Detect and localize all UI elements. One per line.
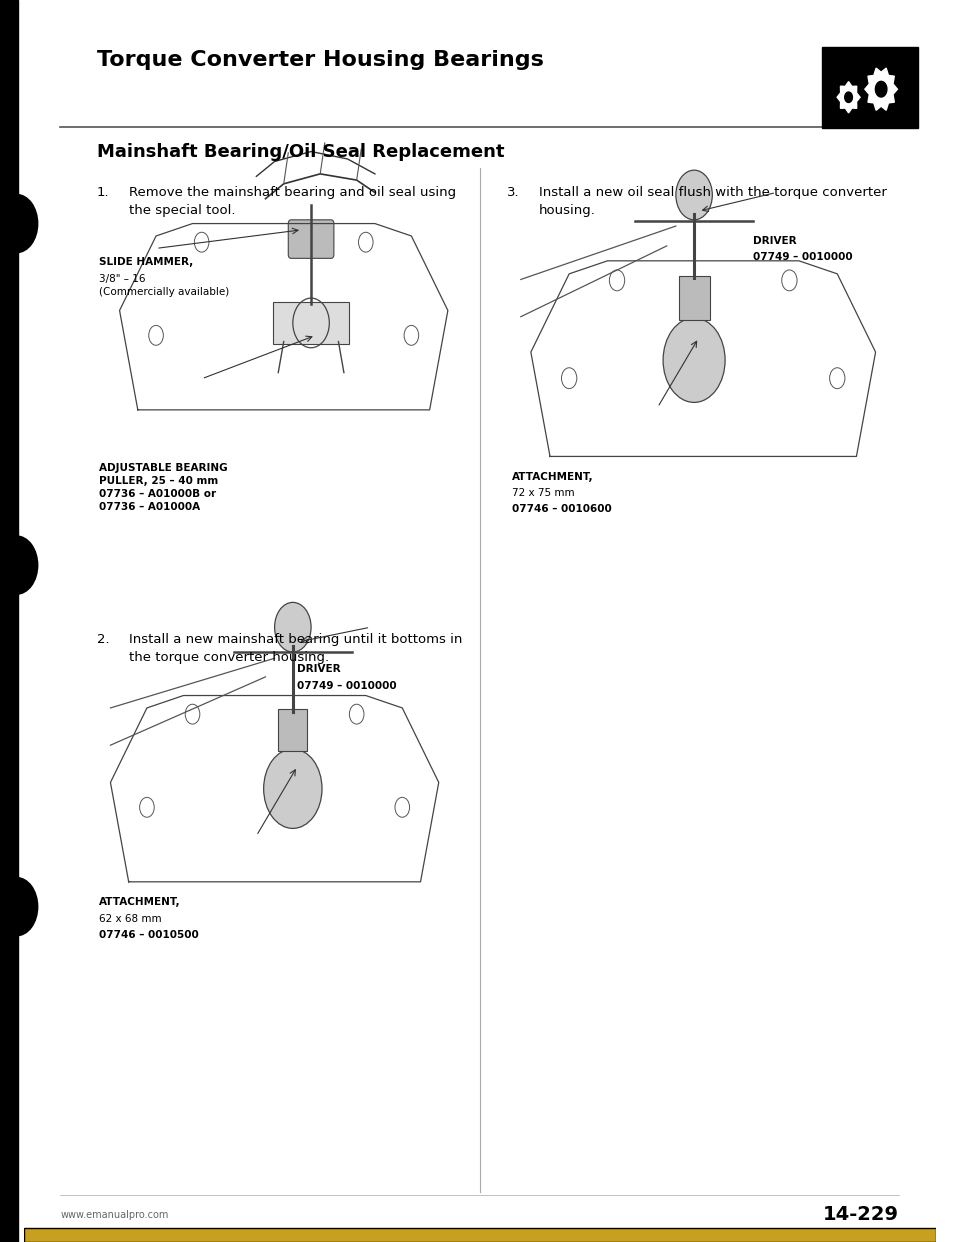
Text: 14-229: 14-229 bbox=[824, 1205, 900, 1225]
Text: 1.: 1. bbox=[97, 186, 109, 199]
Polygon shape bbox=[876, 82, 887, 97]
Text: 3/8" – 16
(Commercially available): 3/8" – 16 (Commercially available) bbox=[99, 274, 228, 297]
Text: Torque Converter Housing Bearings: Torque Converter Housing Bearings bbox=[97, 50, 543, 70]
Text: DRIVER: DRIVER bbox=[298, 664, 341, 674]
Text: DRIVER: DRIVER bbox=[754, 236, 797, 246]
Text: Install a new mainshaft bearing until it bottoms in
the torque converter housing: Install a new mainshaft bearing until it… bbox=[129, 633, 462, 664]
Text: Install a new oil seal flush with the torque converter
housing.: Install a new oil seal flush with the to… bbox=[540, 186, 887, 217]
Circle shape bbox=[676, 170, 712, 220]
Text: Remove the mainshaft bearing and oil seal using
the special tool.: Remove the mainshaft bearing and oil sea… bbox=[129, 186, 456, 217]
FancyBboxPatch shape bbox=[24, 1228, 936, 1242]
Circle shape bbox=[0, 194, 38, 253]
Circle shape bbox=[663, 318, 725, 402]
Circle shape bbox=[0, 535, 38, 595]
Polygon shape bbox=[845, 92, 852, 102]
Polygon shape bbox=[837, 82, 860, 113]
Text: 2.: 2. bbox=[97, 633, 109, 646]
Circle shape bbox=[275, 602, 311, 652]
Text: 3.: 3. bbox=[507, 186, 519, 199]
Text: ADJUSTABLE BEARING
PULLER, 25 – 40 mm
07736 – A01000B or
07736 – A01000A: ADJUSTABLE BEARING PULLER, 25 – 40 mm 07… bbox=[99, 463, 228, 512]
FancyBboxPatch shape bbox=[0, 0, 18, 1242]
Text: www.emanualpro.com: www.emanualpro.com bbox=[60, 1210, 169, 1220]
Text: 07746 – 0010600: 07746 – 0010600 bbox=[512, 504, 612, 514]
Text: Mainshaft Bearing/Oil Seal Replacement: Mainshaft Bearing/Oil Seal Replacement bbox=[97, 143, 504, 160]
Text: ATTACHMENT,: ATTACHMENT, bbox=[99, 897, 180, 907]
FancyBboxPatch shape bbox=[679, 276, 709, 320]
Polygon shape bbox=[865, 68, 898, 111]
Text: 72 x 75 mm: 72 x 75 mm bbox=[512, 488, 574, 498]
FancyBboxPatch shape bbox=[273, 302, 349, 344]
FancyBboxPatch shape bbox=[278, 709, 307, 751]
Text: 07749 – 0010000: 07749 – 0010000 bbox=[298, 681, 397, 691]
FancyBboxPatch shape bbox=[288, 220, 334, 258]
Text: 62 x 68 mm: 62 x 68 mm bbox=[99, 914, 161, 924]
Circle shape bbox=[264, 749, 322, 828]
Text: 07749 – 0010000: 07749 – 0010000 bbox=[754, 252, 853, 262]
Text: carmanualonline.info: carmanualonline.info bbox=[432, 1231, 527, 1241]
Text: SLIDE HAMMER,: SLIDE HAMMER, bbox=[99, 257, 193, 267]
Text: 07746 – 0010500: 07746 – 0010500 bbox=[99, 930, 199, 940]
Circle shape bbox=[0, 877, 38, 936]
Text: ATTACHMENT,: ATTACHMENT, bbox=[512, 472, 593, 482]
FancyBboxPatch shape bbox=[822, 47, 918, 128]
